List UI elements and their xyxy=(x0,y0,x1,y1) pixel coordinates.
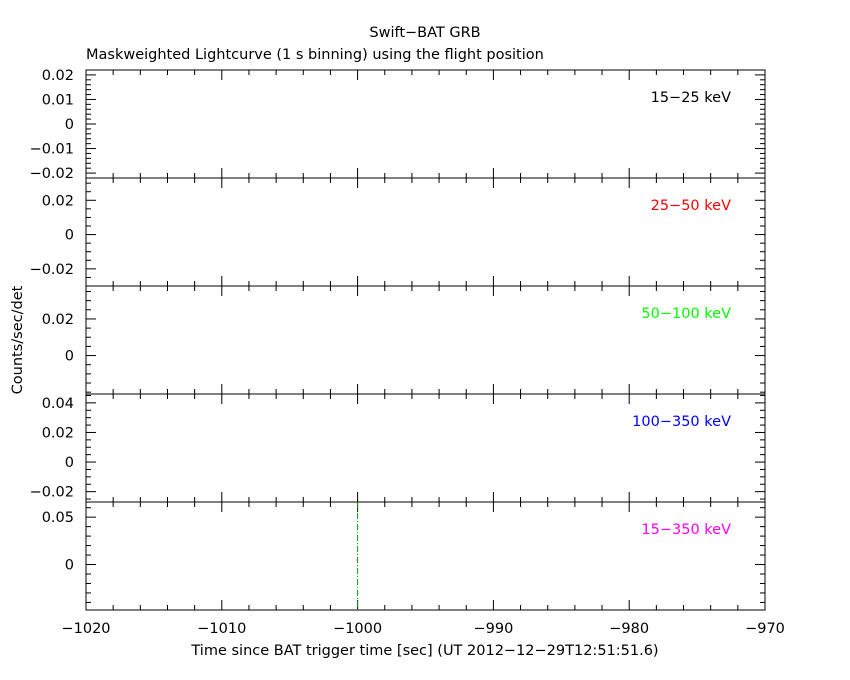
y-tick-label: −0.01 xyxy=(30,142,74,158)
y-tick-label: 0 xyxy=(65,558,74,574)
panel-5: 0 0.05 15−350 keV xyxy=(42,501,766,611)
x-tick-label: −980 xyxy=(609,621,649,637)
panels-group: −0.02 −0.01 0 0.01 0.02 15−25 keV −0.02 0 0.02 25… xyxy=(30,68,785,637)
panel-4: −0.02 0 0.02 0.04 100−350 keV xyxy=(30,393,766,503)
y-tick-label: 0.02 xyxy=(42,68,74,84)
panel-frame xyxy=(85,501,766,611)
x-tick-label: −970 xyxy=(745,621,785,637)
panel-2: −0.02 0 0.02 25−50 keV xyxy=(30,177,766,287)
y-tick-label: 0 xyxy=(65,117,74,133)
x-tick-label: −1020 xyxy=(61,621,110,637)
panel-1: −0.02 −0.01 0 0.01 0.02 15−25 keV xyxy=(30,68,766,182)
panel-3: 0 0.02 50−100 keV xyxy=(42,285,766,395)
band-label: 15−350 keV xyxy=(641,522,731,538)
y-tick-label: 0 xyxy=(65,455,74,471)
panel-frame xyxy=(85,393,766,503)
chart-subtitle: Maskweighted Lightcurve (1 s binning) us… xyxy=(86,47,544,63)
y-tick-label: 0.02 xyxy=(42,193,74,209)
x-tick-label: −1000 xyxy=(333,621,382,637)
y-axis-label: Counts/sec/det xyxy=(10,285,26,394)
y-tick-label: −0.02 xyxy=(30,485,74,501)
panel-frame xyxy=(85,177,766,287)
x-axis-label: Time since BAT trigger time [sec] (UT 20… xyxy=(190,643,658,659)
y-tick-label: −0.02 xyxy=(30,262,74,278)
band-label: 50−100 keV xyxy=(641,306,731,322)
y-tick-label: 0 xyxy=(65,349,74,365)
x-tick-label: −990 xyxy=(473,621,513,637)
y-tick-label: 0.05 xyxy=(42,510,74,526)
panel-frame xyxy=(85,69,766,179)
panel-frame xyxy=(85,285,766,395)
chart-title: Swift−BAT GRB xyxy=(369,25,480,41)
y-tick-label: 0.01 xyxy=(42,92,74,108)
x-tick-label: −1010 xyxy=(197,621,246,637)
y-tick-label: 0.04 xyxy=(42,396,74,412)
y-tick-label: 0.02 xyxy=(42,312,74,328)
y-tick-label: 0.02 xyxy=(42,425,74,441)
band-label: 100−350 keV xyxy=(632,414,731,430)
y-tick-label: 0 xyxy=(65,228,74,244)
band-label: 15−25 keV xyxy=(651,90,731,106)
y-tick-label: −0.02 xyxy=(30,166,74,182)
band-label: 25−50 keV xyxy=(651,198,731,214)
